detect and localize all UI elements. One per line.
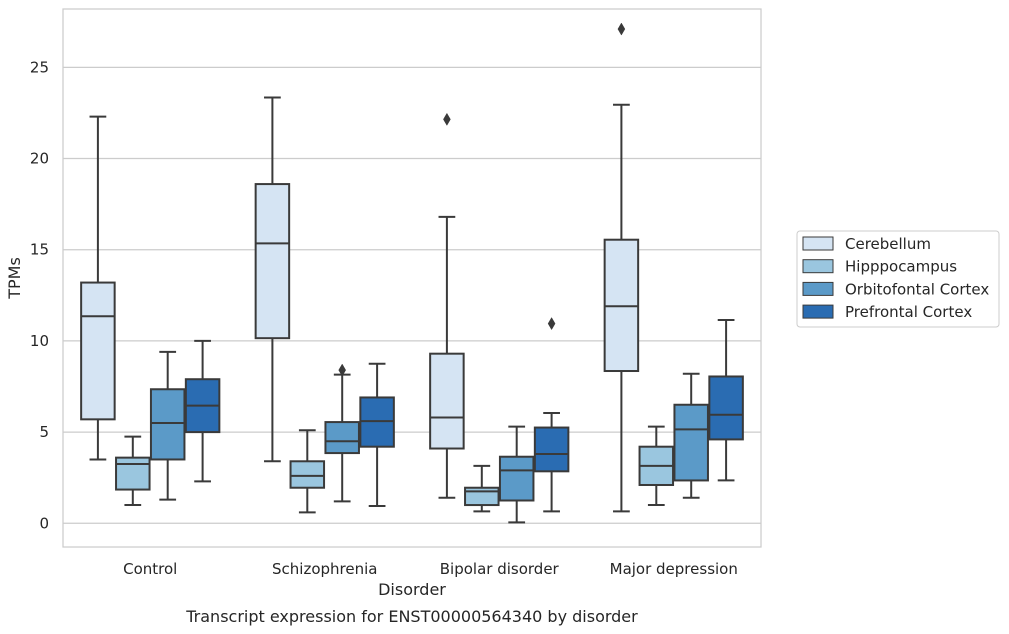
legend-label: Prefrontal Cortex [845, 303, 972, 321]
x-tick-label: Control [123, 560, 177, 578]
x-tick-label: Bipolar disorder [440, 560, 560, 578]
y-tick-label: 5 [39, 423, 49, 441]
legend-item: Cerebellum [802, 235, 931, 253]
y-axis-label: TPMs [5, 257, 24, 300]
legend-item: Orbitofontal Cortex [802, 280, 989, 298]
y-axis-ticks: 0 5 10 15 20 25 [30, 58, 49, 532]
box-body [115, 456, 151, 491]
box-body [464, 486, 500, 507]
legend-label: Cerebellum [845, 235, 931, 253]
legend-swatch [802, 236, 834, 251]
box-body [289, 460, 326, 489]
x-axis-label: Disorder [378, 580, 446, 599]
outlier-point [443, 112, 451, 126]
box-plot [289, 429, 326, 514]
box-plot [464, 464, 500, 513]
box-plot [498, 425, 535, 524]
outlier-point [338, 363, 346, 377]
box-body [708, 375, 744, 441]
box-plot [603, 22, 640, 513]
box-plot-series [80, 22, 744, 524]
legend-item: Prefrontal Cortex [802, 303, 972, 321]
legend-swatch [802, 281, 834, 296]
box-plot [429, 112, 465, 499]
outlier-point [617, 22, 626, 36]
legend-item: Hipppocampus [802, 258, 957, 276]
box-plot [673, 372, 709, 499]
legend: Cerebellum Hipppocampus Orbitofontal Corte… [796, 230, 1000, 328]
box-plot [80, 115, 116, 461]
box-body [673, 403, 709, 482]
chart-title: Transcript expression for ENST0000056434… [185, 607, 638, 626]
box-plot [184, 339, 221, 483]
y-tick-label: 25 [30, 58, 49, 76]
outlier-point [547, 317, 556, 331]
y-tick-label: 20 [30, 150, 49, 168]
box-body [80, 281, 116, 421]
box-body [533, 426, 570, 473]
box-plot [359, 362, 395, 507]
y-tick-label: 0 [39, 514, 49, 532]
box-plot [115, 435, 151, 507]
box-body [429, 352, 465, 450]
box-body [324, 421, 360, 455]
legend-label: Orbitofontal Cortex [845, 280, 989, 298]
legend-swatch [802, 304, 834, 319]
box-plot [149, 350, 186, 501]
box-body [254, 183, 291, 340]
plot-frame [62, 8, 762, 548]
box-body [498, 455, 535, 502]
legend-swatch [802, 259, 834, 274]
box-plot [254, 96, 291, 463]
box-plot [533, 317, 570, 513]
y-tick-label: 15 [30, 241, 49, 259]
legend-label: Hipppocampus [845, 258, 957, 276]
x-axis-ticks: Control Schizophrenia Bipolar disorder Majo… [123, 560, 738, 578]
box-plot [638, 425, 675, 507]
box-body [149, 388, 186, 461]
y-tick-label: 10 [30, 332, 49, 350]
x-tick-label: Major depression [610, 560, 738, 578]
x-tick-label: Schizophrenia [272, 560, 377, 578]
legend-frame [796, 230, 1000, 328]
box-plot [324, 363, 360, 503]
box-plot [708, 318, 744, 482]
